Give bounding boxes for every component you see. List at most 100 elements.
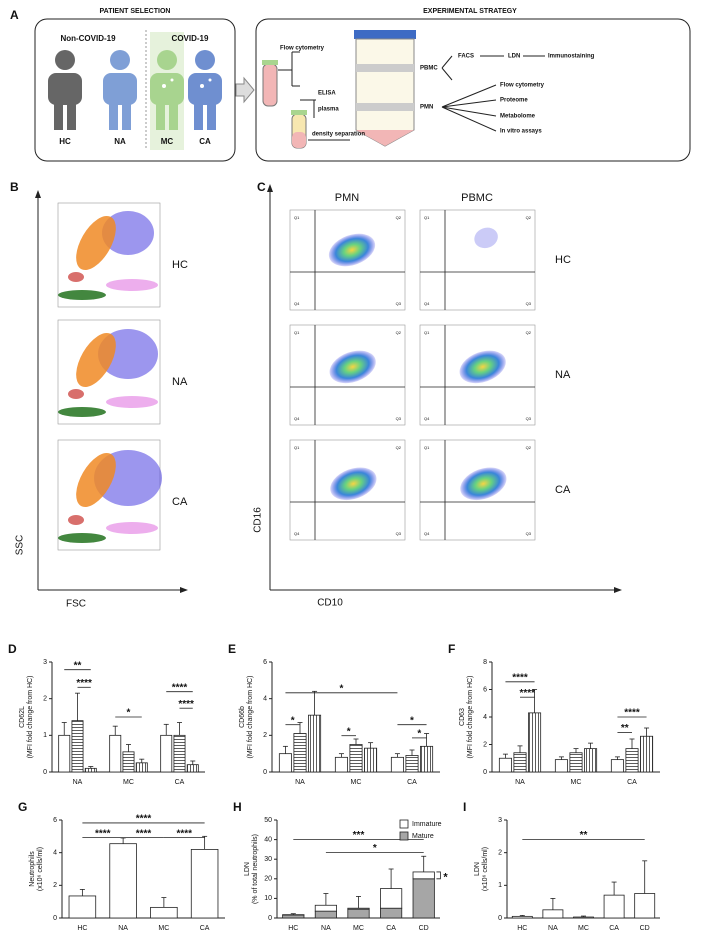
- quadrant-label: Q1: [424, 445, 430, 450]
- y-tick-label: 4: [53, 850, 57, 857]
- strategy-step: Immunostaining: [548, 54, 595, 60]
- x-tick-label: CA: [175, 779, 185, 786]
- person-head: [195, 50, 215, 70]
- strategy-step: Flow cytometry: [500, 83, 545, 89]
- y-axis-label: (MFI fold change from HC): [27, 676, 34, 759]
- axis-arrow: [614, 587, 622, 593]
- quadrant-label: Q4: [294, 531, 300, 536]
- panel-letter: E: [228, 642, 236, 656]
- y-axis-label: (MFI fold change from HC): [467, 676, 474, 759]
- y-tick-label: 2: [53, 882, 57, 889]
- tube-cap: [291, 110, 307, 115]
- bar: [498, 757, 512, 773]
- significance: ****: [76, 678, 92, 689]
- bar: [364, 747, 378, 773]
- cluster: [76, 332, 116, 388]
- virus: [162, 84, 166, 88]
- x-tick-label: CA: [407, 779, 417, 786]
- row-label: HC: [555, 254, 571, 266]
- quadrant-label: Q2: [396, 215, 402, 220]
- x-tick-label: CD: [419, 925, 429, 932]
- bar: [625, 748, 639, 773]
- significance: ****: [136, 814, 152, 825]
- legend-label: Immature: [412, 821, 442, 828]
- person-leg: [207, 100, 216, 130]
- tube-bottom: [292, 132, 306, 148]
- quadrant-label: Q1: [294, 445, 300, 450]
- cluster: [68, 389, 84, 399]
- quadrant-label: Q2: [526, 330, 532, 335]
- cluster: [76, 452, 116, 508]
- significance: ****: [624, 708, 640, 719]
- bar: [293, 733, 307, 773]
- x-tick-label: MC: [123, 779, 134, 786]
- x-tick-label: CA: [200, 925, 210, 932]
- quadrant-label: Q4: [294, 301, 300, 306]
- y-axis-label: (x10⁶ cells/ml): [37, 847, 44, 891]
- quadrant-label: Q4: [424, 301, 430, 306]
- person-leg: [54, 100, 63, 130]
- row-label: NA: [172, 376, 188, 388]
- y-tick-label: 0: [263, 769, 267, 776]
- bar: [640, 735, 654, 773]
- strategy-step: PMN: [420, 105, 433, 111]
- bar: [135, 762, 148, 773]
- population: [474, 227, 498, 249]
- bar: [634, 893, 656, 919]
- significance: *: [127, 708, 131, 719]
- x-tick-label: MC: [351, 779, 362, 786]
- population: [460, 467, 507, 501]
- y-tick-label: 0: [483, 769, 487, 776]
- y-tick-label: 10: [264, 895, 272, 902]
- significance: **: [74, 660, 82, 671]
- quadrant-label: Q4: [424, 531, 430, 536]
- bar: [190, 849, 219, 919]
- y-axis-label: Neutrophils: [29, 851, 36, 887]
- group-label: Non-COVID-19: [60, 34, 116, 43]
- y-tick-label: 1: [43, 732, 47, 739]
- panel-letter: H: [233, 800, 242, 814]
- strategy-step: Metabolome: [500, 114, 536, 120]
- quadrant-label: Q3: [396, 301, 402, 306]
- y-tick-label: 8: [483, 659, 487, 666]
- axis-arrow: [35, 190, 41, 198]
- bar: [109, 734, 122, 773]
- person-head: [110, 50, 130, 70]
- bar: [554, 759, 568, 773]
- x-tick-label: CA: [609, 925, 619, 932]
- cluster: [58, 290, 106, 300]
- strategy-step: PBMC: [420, 66, 438, 72]
- connector: [441, 55, 545, 132]
- quadrant-label: Q3: [396, 416, 402, 421]
- quadrant-label: Q3: [396, 531, 402, 536]
- x-tick-label: NA: [548, 925, 558, 932]
- bar: [314, 910, 337, 919]
- significance: *: [347, 726, 351, 737]
- x-tick-label: NA: [118, 925, 128, 932]
- quadrant-label: Q2: [526, 445, 532, 450]
- significance: ***: [353, 830, 365, 841]
- column-label: PBMC: [461, 192, 493, 204]
- y-tick-label: 4: [263, 696, 267, 703]
- pbmc-band: [356, 64, 414, 72]
- bar: [390, 756, 404, 773]
- pmn-band: [356, 103, 414, 111]
- population: [459, 350, 506, 384]
- strategy-step: ELISA: [318, 91, 336, 97]
- y-tick-label: 3: [43, 659, 47, 666]
- gradient-column: [355, 38, 415, 147]
- x-tick-label: NA: [73, 779, 83, 786]
- y-axis-label: CD63: [459, 708, 466, 726]
- row-label: CA: [555, 484, 571, 496]
- significance: ****: [519, 688, 535, 699]
- bar: [314, 904, 337, 912]
- strategy-step: plasma: [318, 107, 339, 113]
- strategy-step: FACS: [458, 54, 474, 60]
- dot-plot-frame: [419, 209, 536, 311]
- legend-label: Mature: [412, 833, 434, 840]
- row-label: HC: [172, 259, 188, 271]
- y-tick-label: 40: [264, 836, 272, 843]
- significance: *: [373, 843, 377, 854]
- person-body: [103, 73, 137, 105]
